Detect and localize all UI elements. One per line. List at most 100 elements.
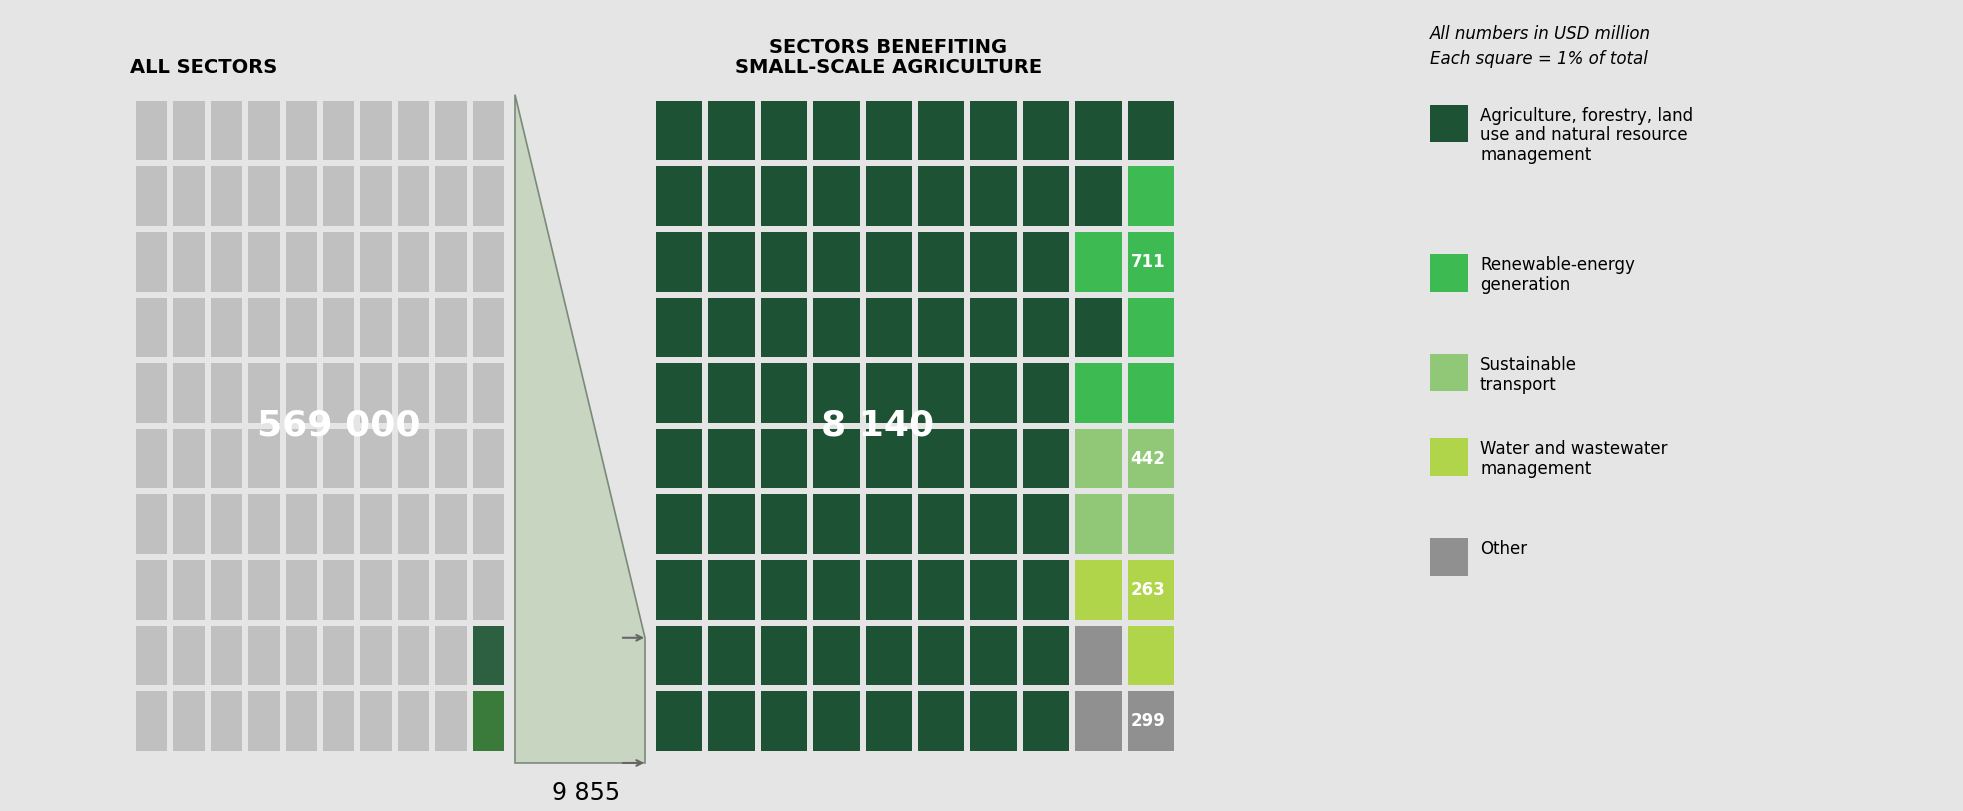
Bar [324,626,355,685]
Bar [813,429,860,488]
Bar [1076,363,1121,423]
Bar [919,232,964,291]
Bar [398,560,430,620]
Bar [866,166,913,226]
Bar [436,101,467,161]
Bar [361,691,393,751]
Bar [866,232,913,291]
Bar [1127,101,1174,161]
Bar [1429,438,1468,476]
Bar [919,560,964,620]
Text: use and natural resource: use and natural resource [1480,127,1688,144]
Bar [324,429,355,488]
Bar [1076,626,1121,685]
Bar [436,560,467,620]
Bar [247,560,279,620]
Bar [656,691,703,751]
Bar [247,691,279,751]
Bar [473,298,504,357]
Bar [866,495,913,554]
Text: SECTORS BENEFITING: SECTORS BENEFITING [769,38,1007,57]
Bar [436,691,467,751]
Text: Renewable-energy: Renewable-energy [1480,256,1635,274]
Bar [866,298,913,357]
Bar [473,363,504,423]
Bar [135,232,167,291]
Bar [361,626,393,685]
Bar [210,560,241,620]
Bar [324,298,355,357]
Bar [1429,538,1468,576]
Bar [919,691,964,751]
Text: 299: 299 [1131,712,1166,730]
Bar [762,560,807,620]
Bar [135,429,167,488]
Bar [173,560,204,620]
Bar [656,298,703,357]
Bar [709,429,756,488]
Bar [398,429,430,488]
Bar [173,232,204,291]
Bar [813,101,860,161]
Bar [285,429,316,488]
Bar [247,166,279,226]
Bar [135,101,167,161]
Bar [436,363,467,423]
Bar [1127,495,1174,554]
Bar [361,429,393,488]
Bar [398,166,430,226]
Bar [1076,298,1121,357]
Text: 8 140: 8 140 [821,409,934,443]
Bar [473,560,504,620]
Bar [473,232,504,291]
Bar [813,363,860,423]
Bar [210,101,241,161]
Bar [1076,429,1121,488]
Bar [1023,626,1070,685]
Bar [135,298,167,357]
Bar [970,166,1017,226]
Bar [970,101,1017,161]
Bar [762,626,807,685]
Bar [361,232,393,291]
Bar [1076,166,1121,226]
Polygon shape [514,95,646,763]
Bar [324,232,355,291]
Bar [919,101,964,161]
Text: Agriculture, forestry, land: Agriculture, forestry, land [1480,106,1694,125]
Bar [247,626,279,685]
Bar [173,691,204,751]
Bar [1127,166,1174,226]
Bar [813,626,860,685]
Bar [1127,232,1174,291]
Bar [285,363,316,423]
Bar [1076,232,1121,291]
Text: 442: 442 [1131,449,1166,468]
Bar [473,166,504,226]
Bar [970,495,1017,554]
Bar [919,495,964,554]
Bar [285,101,316,161]
Bar [173,363,204,423]
Bar [285,626,316,685]
Bar [210,429,241,488]
Text: 263: 263 [1131,581,1166,599]
Bar [398,232,430,291]
Bar [173,298,204,357]
Bar [656,166,703,226]
Bar [1023,166,1070,226]
Bar [247,101,279,161]
Bar [1429,354,1468,392]
Bar [135,626,167,685]
Bar [473,626,504,685]
Bar [709,363,756,423]
Bar [970,626,1017,685]
Bar [1076,691,1121,751]
Bar [866,691,913,751]
Bar [361,495,393,554]
Bar [361,101,393,161]
Bar [709,101,756,161]
Bar [436,232,467,291]
Bar [656,429,703,488]
Text: Other: Other [1480,540,1527,558]
